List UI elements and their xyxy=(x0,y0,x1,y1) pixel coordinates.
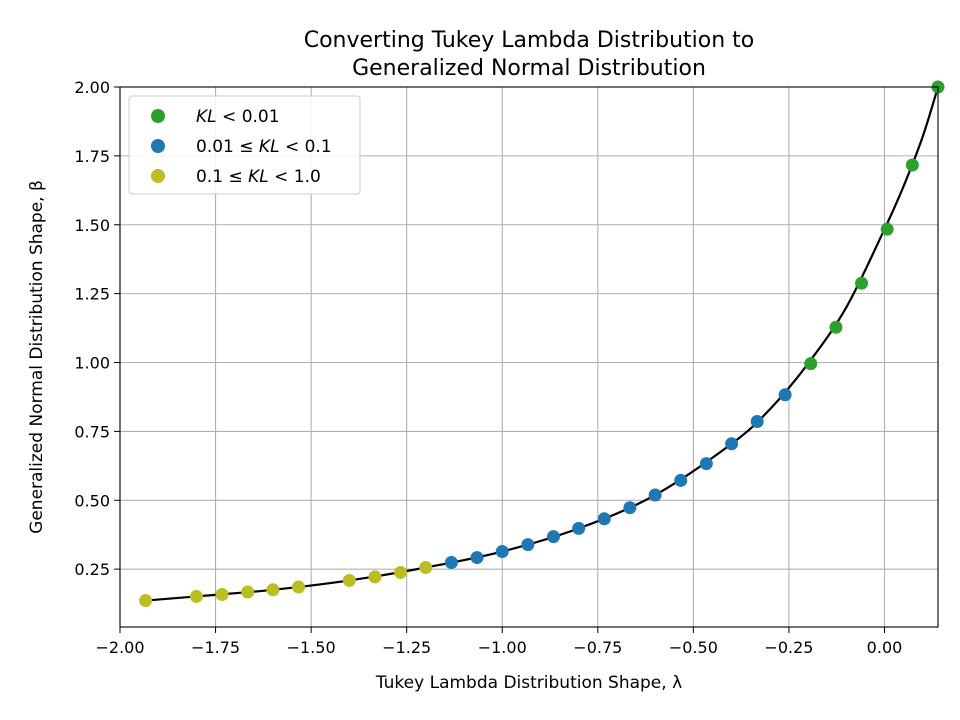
legend-entry-kl-lt-0.01: KL < 0.01 xyxy=(196,107,280,127)
x-tick-label: −0.75 xyxy=(573,638,622,657)
y-tick-label: 1.25 xyxy=(74,285,110,304)
x-tick-label: −1.75 xyxy=(191,638,240,657)
legend-upper-bound: 1.0 xyxy=(294,167,321,187)
y-tick-label: 0.25 xyxy=(74,560,110,579)
data-point-series-1 xyxy=(546,530,560,544)
data-point-series-2 xyxy=(419,560,433,574)
data-point-series-1 xyxy=(778,388,792,402)
legend-kl-symbol: KL xyxy=(196,107,217,127)
data-point-series-2 xyxy=(241,585,255,599)
x-tick-label: −0.25 xyxy=(764,638,813,657)
data-point-series-1 xyxy=(572,521,586,535)
legend-box xyxy=(128,95,361,195)
legend-marker-kl-0.01-0.1 xyxy=(151,139,165,153)
legend-le-symbol: ≤ xyxy=(223,167,248,187)
legend-kl-symbol: KL xyxy=(259,137,280,157)
x-tick-label: −0.50 xyxy=(669,638,718,657)
y-tick-label: 1.50 xyxy=(74,216,110,235)
data-point-series-1 xyxy=(750,414,764,428)
y-tick-label: 1.00 xyxy=(74,354,110,373)
y-tick-label: 0.75 xyxy=(74,422,110,441)
data-point-series-1 xyxy=(470,551,484,565)
legend-lower-bound: 0.01 xyxy=(196,137,234,157)
x-tick-label: −1.50 xyxy=(287,638,336,657)
legend-le-symbol: ≤ xyxy=(234,137,259,157)
legend-marker-kl-0.1-1.0 xyxy=(151,169,165,183)
data-point-series-1 xyxy=(623,501,637,515)
data-point-series-2 xyxy=(342,573,356,587)
y-tick-label: 1.75 xyxy=(74,147,110,166)
data-point-series-1 xyxy=(521,538,535,552)
data-point-series-2 xyxy=(189,589,203,603)
legend: KL < 0.01 0.01 ≤ KL < 0.1 0.1 ≤ KL < 1.0 xyxy=(128,95,361,195)
data-point-series-2 xyxy=(139,594,153,608)
legend-kl-symbol: KL xyxy=(248,167,269,187)
data-point-series-0 xyxy=(880,222,894,236)
legend-marker-kl-lt-0.01 xyxy=(151,109,165,123)
legend-entry-kl-0.01-0.1: 0.01 ≤ KL < 0.1 xyxy=(196,137,332,157)
y-tick-label: 0.50 xyxy=(74,491,110,510)
data-point-series-2 xyxy=(266,583,280,597)
data-point-series-0 xyxy=(804,357,818,371)
data-point-series-2 xyxy=(215,587,229,601)
y-tick-label: 2.00 xyxy=(74,78,110,97)
data-point-series-1 xyxy=(674,473,688,487)
x-tick-label: 0.00 xyxy=(867,638,903,657)
data-point-series-0 xyxy=(855,276,869,290)
data-point-series-1 xyxy=(725,437,739,451)
legend-upper-bound: 0.01 xyxy=(242,107,280,127)
points-layer xyxy=(139,80,945,608)
chart-title-line-2: Generalized Normal Distribution xyxy=(352,56,706,81)
legend-lt-symbol: < xyxy=(217,107,242,127)
x-tick-label: −1.00 xyxy=(478,638,527,657)
x-tick-label: −1.25 xyxy=(382,638,431,657)
legend-entry-kl-0.1-1.0: 0.1 ≤ KL < 1.0 xyxy=(196,167,321,187)
y-axis-label: Generalized Normal Distribution Shape, β xyxy=(27,180,47,534)
legend-upper-bound: 0.1 xyxy=(305,137,332,157)
data-point-series-1 xyxy=(648,488,662,502)
data-point-series-2 xyxy=(292,580,306,594)
legend-lt-symbol: < xyxy=(280,137,305,157)
data-point-series-1 xyxy=(444,556,458,570)
x-tick-label: −2.00 xyxy=(95,638,144,657)
data-point-series-2 xyxy=(394,565,408,579)
data-point-series-0 xyxy=(905,158,919,172)
x-axis-label: Tukey Lambda Distribution Shape, λ xyxy=(375,673,682,693)
data-point-series-2 xyxy=(368,570,382,584)
data-point-series-0 xyxy=(829,320,843,334)
legend-lt-symbol: < xyxy=(269,167,294,187)
data-point-series-1 xyxy=(699,457,713,471)
plot-area xyxy=(119,86,939,628)
data-point-series-1 xyxy=(597,512,611,526)
data-point-series-1 xyxy=(495,545,509,559)
chart-title-line-1: Converting Tukey Lambda Distribution to xyxy=(304,28,755,53)
legend-lower-bound: 0.1 xyxy=(196,167,223,187)
ticks: −2.00 −1.75 −1.50 −1.25 −1.00 −0.75 −0.50 −0.25… xyxy=(74,78,902,657)
